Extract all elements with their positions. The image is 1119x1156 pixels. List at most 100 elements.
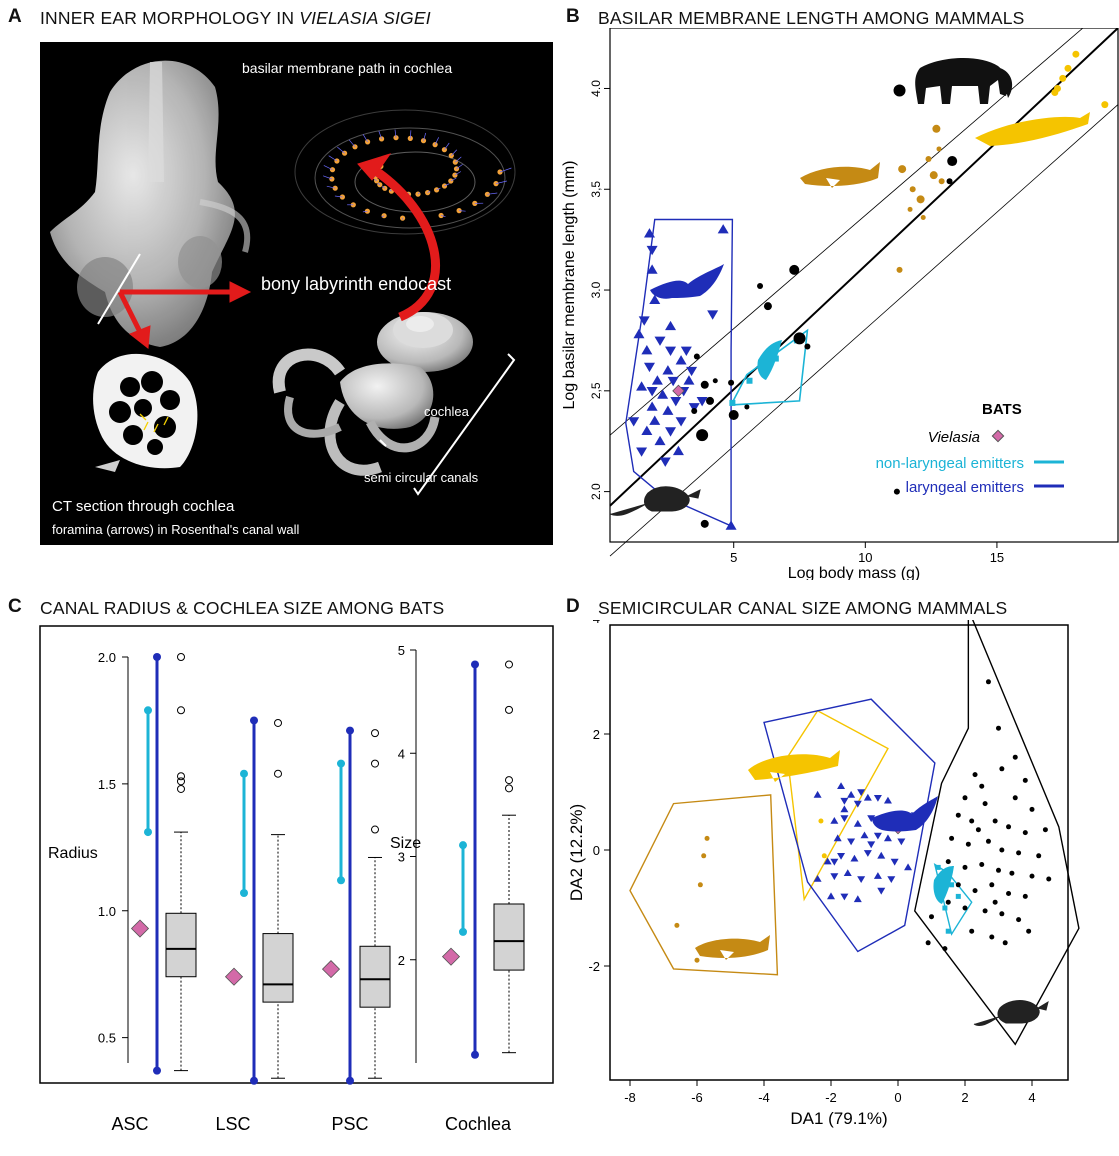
- dolphin-point: [916, 195, 925, 204]
- cochlea-path-tick: [389, 189, 392, 192]
- whale_hull: [786, 709, 889, 902]
- laryngeal-point: [643, 228, 655, 238]
- laryngeal-point: [643, 362, 655, 373]
- laryngeal-point: [641, 425, 653, 435]
- terrestrial-point: [1022, 777, 1028, 783]
- whale-point: [818, 818, 824, 824]
- laryngeal-point: [636, 381, 648, 391]
- laryngeal-point: [840, 797, 849, 805]
- laryngeal-point: [628, 417, 640, 427]
- skull-image: [50, 60, 251, 347]
- box-outlier: [505, 660, 513, 669]
- non-laryngeal-range-min: [240, 888, 248, 897]
- legend-laryngeal-label: laryngeal emitters: [906, 479, 1024, 496]
- vielasia-point: [672, 384, 685, 398]
- terrestrial-point: [965, 841, 971, 847]
- cochlea-path-dot: [381, 213, 387, 219]
- panel-b-letter: B: [566, 6, 580, 27]
- laryngeal-point: [837, 782, 846, 789]
- laryngeal-point: [873, 795, 882, 802]
- terrestrial-point: [706, 396, 715, 405]
- terrestrial-point: [989, 934, 995, 940]
- terrestrial-point: [985, 679, 991, 685]
- red-arrows: [117, 153, 440, 349]
- laryngeal-point: [646, 401, 658, 411]
- laryngeal-point: [853, 800, 862, 808]
- vielasia-marker: [321, 960, 341, 979]
- cochlea-path-dot: [379, 136, 385, 142]
- terrestrial-point: [893, 488, 900, 495]
- whale-point: [1064, 64, 1072, 72]
- panel-a-letter: A: [8, 6, 22, 27]
- laryngeal-point: [725, 520, 737, 530]
- cochlea-path-dot: [420, 138, 427, 144]
- laryngeal-point: [662, 405, 674, 415]
- non-laryngeal-range-max: [240, 769, 248, 778]
- cochlea-path-tick: [444, 142, 450, 150]
- terrestrial-point: [979, 783, 985, 789]
- non-laryngeal-point: [942, 905, 948, 911]
- terrestrial-point: [691, 407, 698, 414]
- laryngeal-point: [683, 375, 695, 385]
- cochlea-path-tick: [450, 177, 457, 182]
- terrestrial_hull: [913, 620, 1080, 1046]
- laryngeal-point: [670, 397, 682, 407]
- terrestrial-point: [1029, 873, 1035, 879]
- terrestrial-point: [945, 859, 951, 865]
- x-tick-label-d: 0: [894, 1090, 901, 1105]
- terrestrial-point: [1029, 806, 1035, 812]
- laryngeal-point: [873, 872, 882, 879]
- cochlea-path-tick: [348, 139, 356, 148]
- cochlea-path-dot: [365, 139, 371, 145]
- size-tick-label: 3: [398, 850, 405, 865]
- foramina-label: foramina (arrows) in Rosenthal's canal w…: [52, 522, 300, 537]
- laryngeal-point: [857, 876, 866, 883]
- laryngeal_hull: [763, 698, 936, 953]
- cochlea-path-tick: [382, 185, 386, 189]
- laryngeal-point: [843, 869, 852, 876]
- non-laryngeal-range-max: [337, 759, 345, 768]
- laryngeal-point: [847, 838, 856, 846]
- box-outlier: [371, 729, 379, 738]
- vielasia-marker: [224, 967, 244, 986]
- non_laryngeal_hull: [729, 328, 809, 406]
- terrestrial-point: [700, 380, 709, 389]
- panel-b-title: BASILAR MEMBRANE LENGTH AMONG MAMMALS: [598, 8, 1025, 28]
- laryngeal-range-max: [153, 653, 161, 661]
- terrestrial-point: [712, 378, 718, 384]
- cochlea-path-tick: [427, 190, 431, 193]
- y-tick-label-d: 0: [593, 843, 600, 858]
- dolphin-point: [898, 165, 907, 174]
- laryngeal-point: [665, 346, 677, 357]
- terrestrial-point: [1012, 795, 1018, 801]
- laryngeal-point: [665, 320, 677, 331]
- laryngeal-point: [688, 403, 700, 413]
- category-label: Cochlea: [445, 1114, 512, 1134]
- chart-d: -8 -6 -4 -2 0 2 4 -2 0 2 4 DA1 (79.1%) DA2 (12.2%): [567, 620, 1080, 1128]
- vielasia-marker: [441, 947, 461, 966]
- box-outlier: [371, 825, 379, 834]
- chart-b: 5 10 15 2.0 2,5 3.0 3,5 4.0 Log body mass (g) Log…: [561, 28, 1119, 580]
- cochlea-path-tick: [455, 156, 462, 163]
- non-laryngeal-range-max: [459, 841, 467, 850]
- cochlea-path-dot: [484, 191, 490, 197]
- dolphin-point: [936, 146, 942, 152]
- terrestrial-point: [999, 766, 1005, 772]
- elephant-silhouette: [915, 57, 1013, 104]
- dolphin-point: [694, 957, 700, 963]
- size-tick-label: 4: [398, 746, 405, 761]
- terrestrial-point: [1016, 850, 1022, 856]
- laryngeal-point: [857, 789, 866, 796]
- ct-section-label: CT section through cochlea: [52, 498, 235, 515]
- cochlea-path-tick: [362, 134, 368, 143]
- x-tick-label-d: 2: [961, 1090, 968, 1105]
- laryngeal-point: [877, 887, 886, 895]
- box-iqr: [493, 903, 525, 971]
- dolphin-point: [925, 156, 932, 163]
- x-tick-label-d: -8: [624, 1090, 636, 1105]
- regression-line-lower: [609, 104, 1119, 557]
- box-outlier: [505, 705, 513, 714]
- terrestrial-point: [700, 519, 709, 528]
- laryngeal-point: [662, 365, 674, 375]
- cochlea-path-tick: [487, 192, 498, 195]
